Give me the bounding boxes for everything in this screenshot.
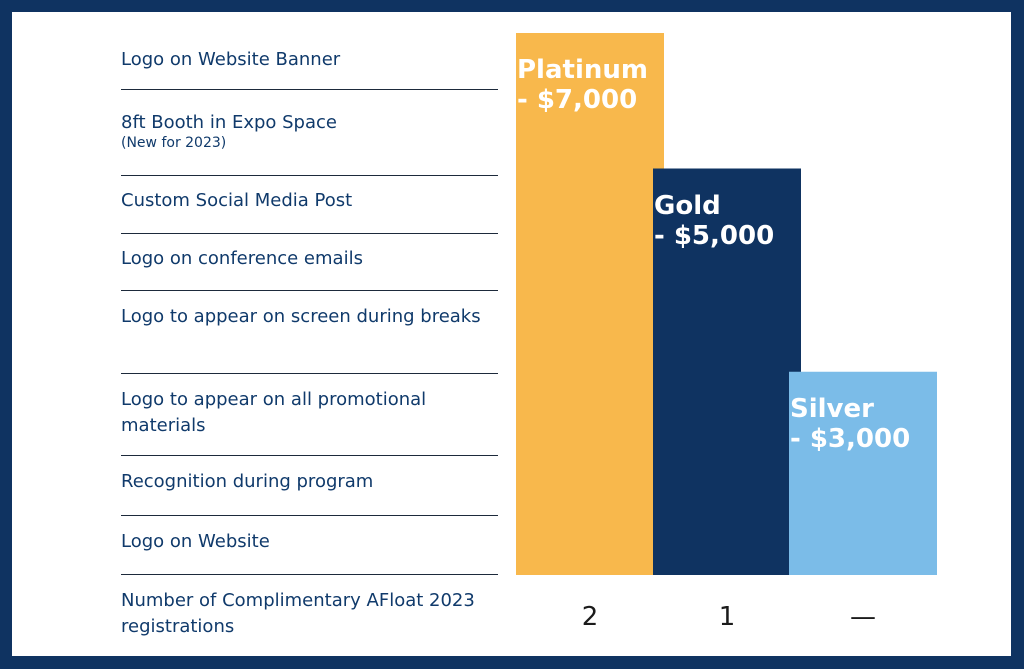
registration-count-platinum: 2	[581, 602, 599, 632]
row-divider	[121, 574, 498, 575]
row-label: Logo to appear on screen during breaks	[121, 306, 481, 327]
tier-bar-chart	[516, 33, 937, 575]
tier-price: - $5,000	[654, 220, 775, 251]
tier-price: - $3,000	[790, 423, 911, 454]
bar-platinum	[516, 33, 664, 575]
tier-price: - $7,000	[517, 85, 638, 115]
row-divider	[121, 455, 498, 456]
row-divider	[121, 175, 498, 176]
bar-gold	[653, 168, 801, 575]
bar-label-platinum: Platinum - $7,000	[517, 55, 648, 115]
row-label: Custom Social Media Post	[121, 190, 353, 211]
bar-silver	[789, 371, 937, 575]
row-label: Logo to appear on all promotional materi…	[121, 389, 427, 436]
row-divider	[121, 233, 498, 234]
row-label: Logo on Website	[121, 531, 270, 552]
tier-name: Gold	[654, 190, 721, 221]
row-divider	[121, 515, 498, 516]
row-label-registrations: Number of Complimentary AFloat 2023 regi…	[121, 590, 475, 637]
row-divider	[121, 89, 498, 90]
row-label: Recognition during program	[121, 471, 374, 492]
registration-count-silver: —	[850, 602, 876, 632]
bar-label-gold: Gold - $5,000	[654, 191, 774, 251]
tier-name: Platinum	[517, 55, 648, 85]
row-note: (New for 2023)	[121, 135, 227, 151]
row-divider	[121, 290, 498, 291]
row-divider	[121, 373, 498, 374]
bar-label-silver: Silver - $3,000	[790, 394, 910, 454]
row-label: 8ft Booth in Expo Space (New for 2023)	[121, 110, 501, 150]
sponsorship-card: Logo on Website Banner 8ft Booth in Expo…	[12, 12, 1011, 656]
row-label: Logo on conference emails	[121, 248, 363, 269]
registration-count-gold: 1	[718, 602, 736, 632]
tier-name: Silver	[790, 393, 874, 424]
row-label: Logo on Website Banner	[121, 49, 341, 70]
